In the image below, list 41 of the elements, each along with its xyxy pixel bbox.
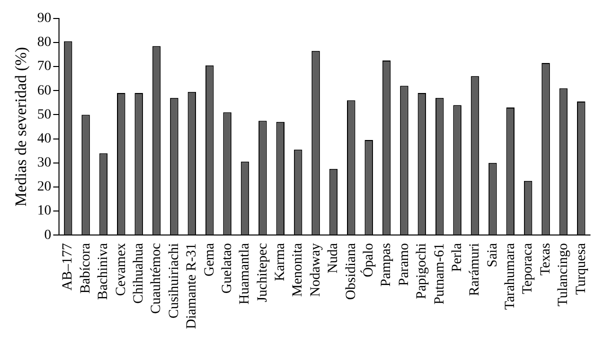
x-tick-label: Cevamex [114, 243, 129, 296]
x-tick-label: Cusihuiriachi [166, 242, 182, 319]
x-tick-label: Turquesa [574, 242, 589, 295]
x-tick-label: Karma [273, 242, 288, 282]
y-tick-label: 10 [37, 204, 52, 219]
x-tick-label: Rarámuri [468, 242, 483, 296]
x-tick-label: Huamantla [238, 242, 253, 304]
y-axis-title: Medias de severidad (%) [12, 46, 30, 206]
y-tick-label: 50 [37, 107, 52, 122]
x-tick-label: AB–177 [60, 243, 76, 291]
x-tick-label: Pampas [379, 243, 394, 287]
x-tick-label: Nuda [326, 242, 342, 274]
y-tick-label: 40 [37, 131, 52, 146]
x-tick-label: Tarahumara [503, 242, 518, 310]
x-tick-label: Teporaca [520, 242, 536, 294]
x-tick-label: Saia [485, 242, 500, 268]
x-tick-label: Guelatao [220, 243, 235, 294]
x-tick-label: Cuauhtémoc [149, 243, 164, 314]
x-tick-label: Paramo [396, 243, 412, 286]
x-tick-label: Chihuahua [131, 242, 146, 304]
x-tick-label: Nodaway [308, 243, 324, 297]
x-tick-label: Ópalo [360, 243, 377, 278]
x-tick-label: Gema [202, 242, 218, 277]
x-tick-label: Diamante R-31 [184, 243, 200, 329]
x-tick-label: Perla [450, 242, 465, 272]
y-tick-label: 20 [37, 180, 52, 195]
x-tick-label: Tulancingo [556, 243, 572, 306]
y-tick-label: 70 [37, 59, 52, 74]
y-tick-label: 90 [37, 11, 52, 26]
x-tick-label: Bachiniva [96, 242, 112, 300]
y-tick-label: 60 [37, 83, 52, 98]
x-tick-label: Texas [538, 243, 554, 276]
x-tick-label: Putnam-61 [432, 243, 448, 305]
y-tick-label: 80 [37, 35, 52, 50]
x-tick-label: Juchitepec [255, 243, 270, 302]
y-tick-label: 0 [44, 228, 52, 243]
x-tick-label: Babícora [78, 242, 94, 294]
x-tick-label: Obsidiana [344, 242, 359, 300]
x-tick-label: Papigochi [414, 242, 430, 300]
y-tick-label: 30 [37, 156, 52, 171]
x-tick-label: Menonita [290, 242, 306, 297]
